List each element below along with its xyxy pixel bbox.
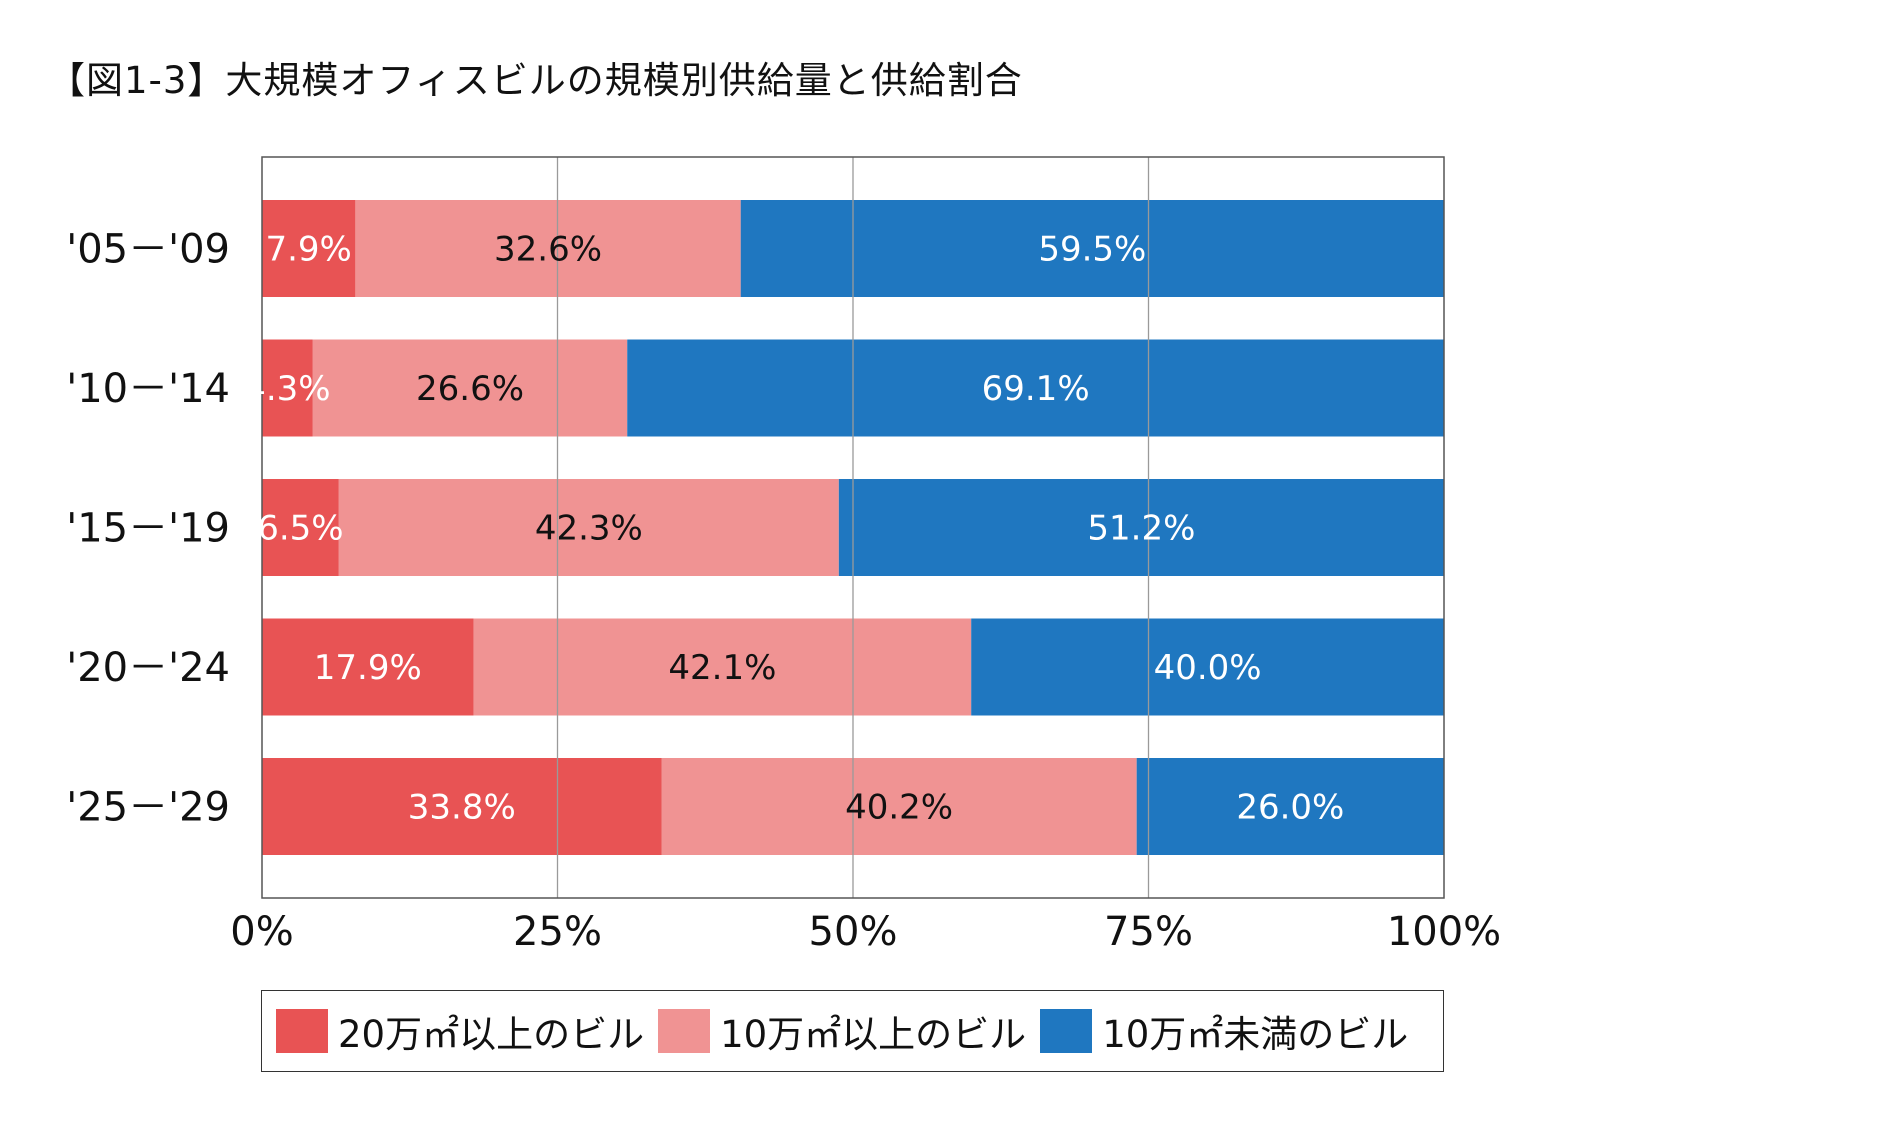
bar-segment-2-1 — [355, 200, 741, 297]
x-tick-label: 25% — [513, 909, 602, 955]
data-label: 51.2% — [1087, 509, 1195, 549]
data-label: 59.5% — [1038, 230, 1146, 270]
bar-segment-2-4 — [473, 618, 972, 716]
category-labels: '05－'09 '10－'14 '15－'19 '20－'24 '25－'29 — [66, 227, 230, 831]
bar-segment-1-1 — [262, 200, 356, 297]
bar-segment-1-4 — [262, 618, 474, 716]
data-label: 40.2% — [845, 788, 953, 828]
legend-label: 10万㎡未満のビル — [1102, 1013, 1409, 1056]
data-label: 40.0% — [1154, 648, 1262, 688]
category-label: '20－'24 — [66, 645, 230, 691]
x-tick-label: 50% — [809, 909, 898, 955]
data-label: 42.1% — [668, 648, 776, 688]
category-label: '05－'09 — [66, 227, 230, 273]
bar-segment-3-3 — [838, 479, 1444, 576]
plot-frame — [261, 156, 1445, 899]
bar-segment-2-5 — [661, 758, 1137, 855]
bar-segment-3-5 — [1136, 758, 1444, 855]
chart-title: 【図1-3】大規模オフィスビルの規模別供給量と供給割合 — [48, 59, 1023, 102]
legend-item: 20万㎡以上のビル — [276, 1004, 644, 1058]
data-label: 42.3% — [535, 509, 643, 549]
bar-segment-2-2 — [312, 339, 628, 437]
data-label: 26.0% — [1236, 788, 1344, 828]
bar-segment-1-2 — [262, 339, 313, 437]
legend: 20万㎡以上のビル 10万㎡以上のビル 10万㎡未満のビル — [261, 990, 1444, 1072]
x-tick-label: 100% — [1387, 909, 1501, 955]
bar-segment-3-1 — [740, 200, 1444, 297]
bar-segment-1-5 — [262, 758, 662, 855]
data-labels: 7.9% 32.6% 59.5% 4.3% 26.6% 69.1% 6.5% 42.3% 51.… — [244, 230, 1344, 828]
data-label: 7.9% — [265, 230, 351, 270]
x-tick-label: 75% — [1104, 909, 1193, 955]
x-tick-labels: 0% 25% 50% 75% 100% — [230, 909, 1501, 955]
category-label: '25－'29 — [66, 785, 230, 831]
category-label: '10－'14 — [66, 366, 230, 412]
legend-label: 10万㎡以上のビル — [720, 1013, 1027, 1056]
legend-swatch — [658, 1009, 711, 1053]
legend-swatch — [276, 1009, 328, 1053]
data-label: 33.8% — [408, 788, 516, 828]
legend-item: 10万㎡未満のビル — [1040, 1004, 1408, 1058]
legend-item: 10万㎡以上のビル — [658, 1004, 1026, 1058]
bar-segment-2-3 — [338, 479, 839, 576]
bar-segment-3-2 — [627, 339, 1444, 437]
data-label: 26.6% — [416, 369, 524, 409]
bar-group — [262, 200, 1444, 855]
data-label: 4.3% — [244, 369, 330, 409]
legend-label: 20万㎡以上のビル — [338, 1013, 645, 1056]
data-label: 6.5% — [257, 509, 343, 549]
legend-swatch — [1040, 1009, 1093, 1053]
data-label: 17.9% — [314, 648, 422, 688]
bar-segment-1-3 — [262, 479, 339, 576]
category-label: '15－'19 — [66, 506, 230, 552]
bar-segment-3-4 — [971, 618, 1444, 716]
data-label: 32.6% — [494, 230, 602, 270]
x-tick-label: 0% — [230, 909, 293, 955]
gridlines — [556, 157, 1150, 898]
data-label: 69.1% — [982, 369, 1090, 409]
